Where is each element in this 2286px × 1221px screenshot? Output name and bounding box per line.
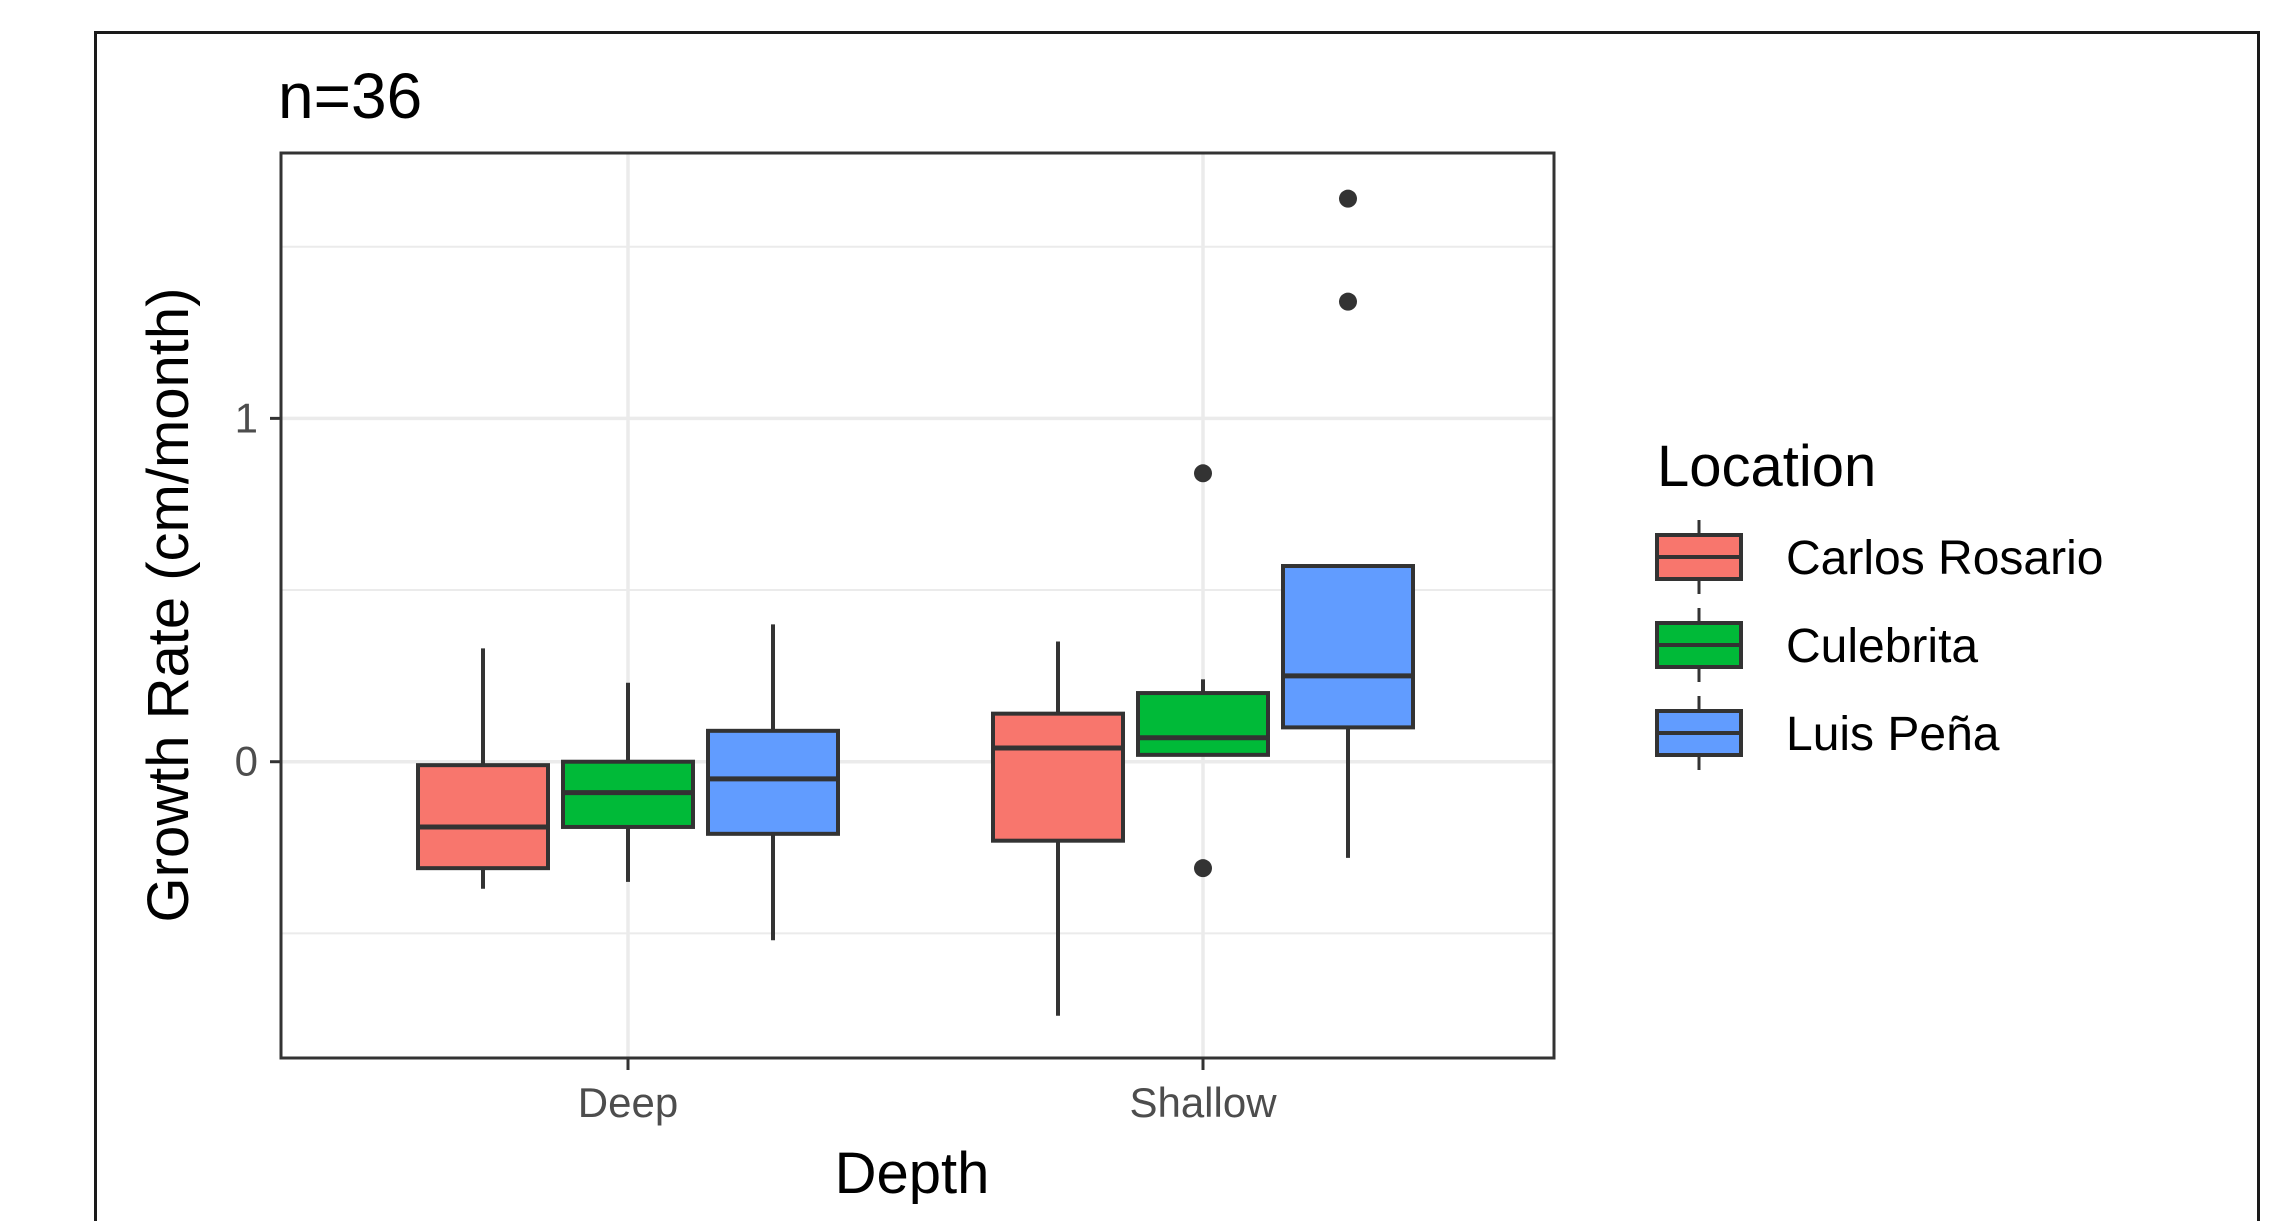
legend-label: Luis Peña: [1786, 708, 2000, 761]
x-axis: Deep Shallow: [578, 1058, 1277, 1126]
y-axis: 01: [235, 394, 281, 785]
legend-item-culebrita: Culebrita: [1655, 608, 1978, 682]
plot-title: n=36: [278, 60, 422, 132]
x-tick-label: Deep: [578, 1079, 678, 1126]
outlier-point: [1339, 189, 1357, 208]
legend-title: Location: [1657, 434, 1876, 499]
legend-label: Carlos Rosario: [1786, 532, 2103, 585]
plot-panel: [279, 151, 1556, 1060]
legend-item-carlos-rosario: Carlos Rosario: [1655, 520, 2103, 594]
figure-frame: [94, 31, 2260, 1221]
box-body: [416, 763, 550, 871]
box-carlos-rosario-shallow: [991, 641, 1125, 1016]
outlier-point: [1194, 859, 1212, 878]
y-tick-label: 0: [235, 738, 258, 785]
legend-item-luis-pe-a: Luis Peña: [1655, 696, 2000, 770]
box-body: [991, 711, 1125, 843]
legend-label: Culebrita: [1786, 620, 1978, 673]
box-carlos-rosario-deep: [416, 648, 550, 889]
outlier-point: [1339, 292, 1357, 311]
box-culebrita-shallow: [1136, 464, 1270, 878]
box-groups: [416, 189, 1415, 1016]
y-tick-label: 1: [235, 394, 258, 441]
grid-lines: [282, 154, 1553, 1057]
box-luis-pe-a-shallow: [1281, 189, 1415, 858]
x-axis-title: Depth: [835, 1141, 990, 1204]
y-axis-title: Growth Rate (cm/month): [136, 288, 201, 923]
box-body: [1281, 564, 1415, 730]
x-tick-label: Shallow: [1129, 1079, 1277, 1126]
outlier-point: [1194, 464, 1212, 483]
box-luis-pe-a-deep: [706, 624, 840, 941]
box-body: [1136, 691, 1270, 757]
box-culebrita-deep: [561, 682, 695, 882]
legend: Location Carlos Rosario Culebrita Luis Peñ…: [1655, 434, 2103, 770]
box-body: [706, 728, 840, 836]
